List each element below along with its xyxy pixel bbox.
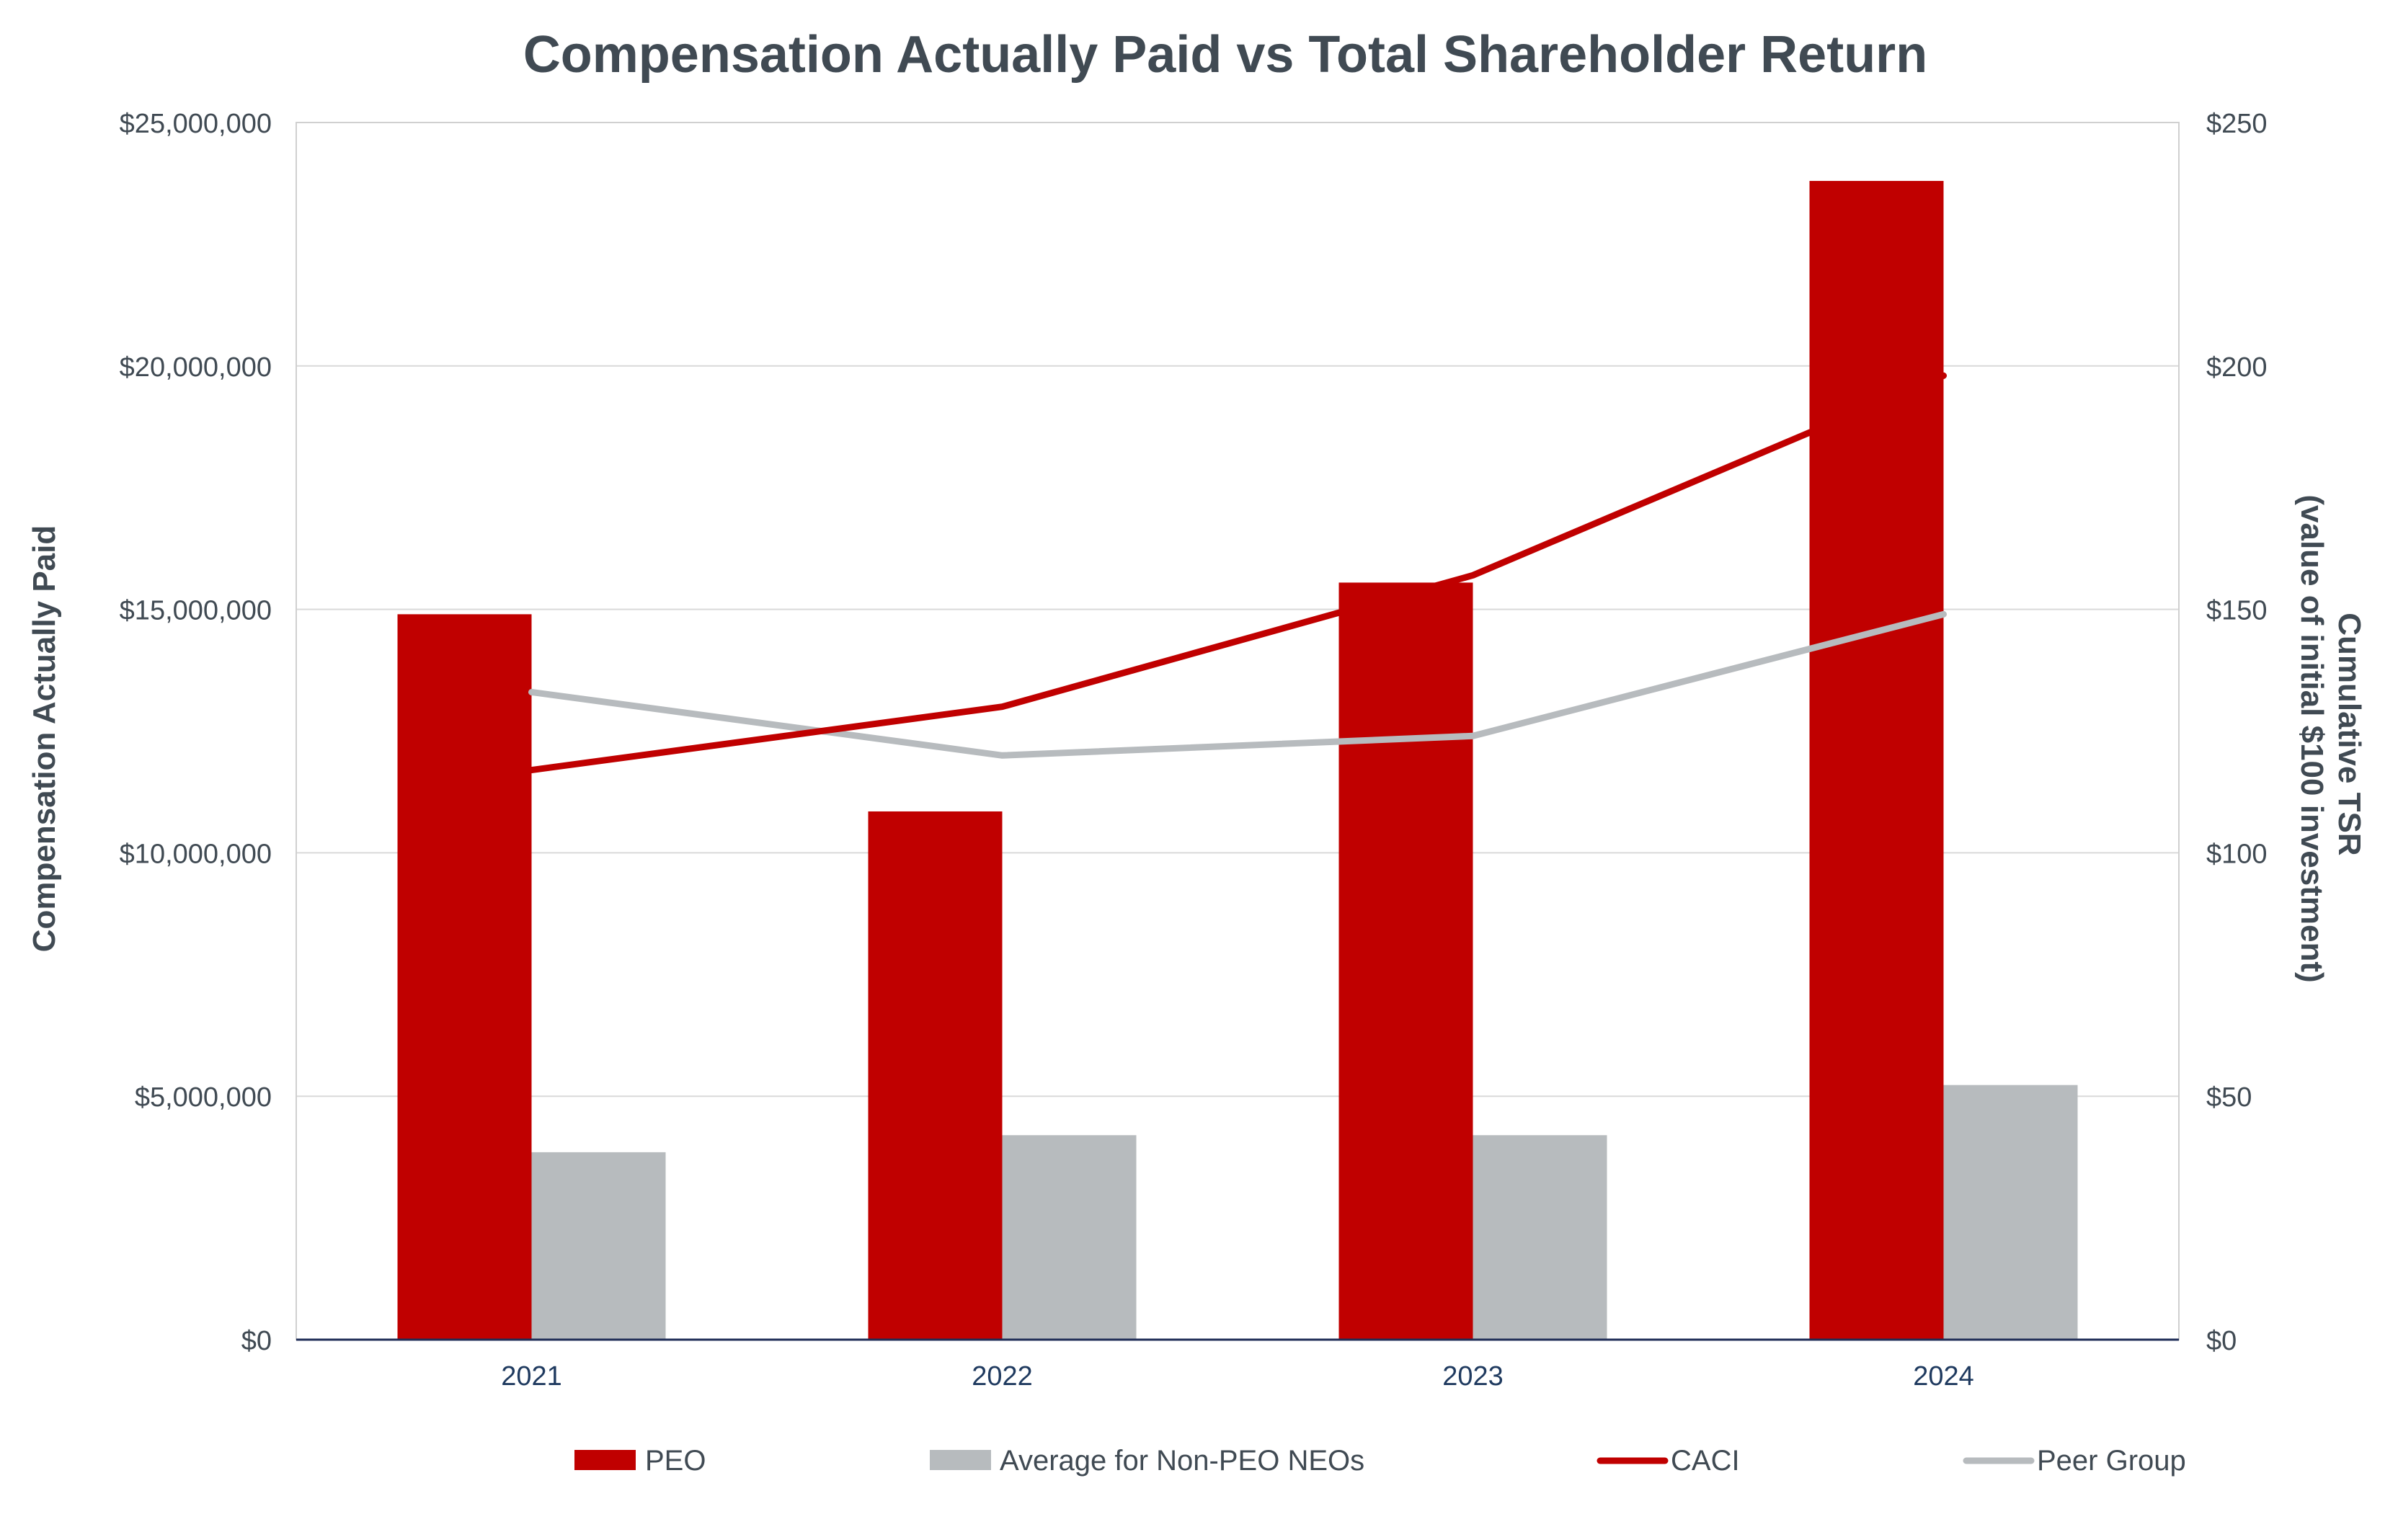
bar-peo-2023 (1338, 582, 1473, 1340)
y2-axis-ticks: $0 $50 $100 $150 $200 $250 (2206, 109, 2268, 1356)
bar-peo-2021 (397, 614, 532, 1340)
legend-swatch-non-peo (930, 1450, 991, 1470)
x-tick-label: 2024 (1913, 1361, 1974, 1392)
point-caci-2022 (999, 703, 1005, 710)
bar-average-for-non-peo-neos-2022 (1002, 1135, 1137, 1340)
y2-tick-label: $50 (2206, 1082, 2252, 1113)
x-tick-label: 2023 (1442, 1361, 1504, 1392)
chart-title: Compensation Actually Paid vs Total Shar… (523, 26, 1927, 84)
x-tick-label: 2021 (501, 1361, 562, 1392)
bar-average-for-non-peo-neos-2021 (531, 1152, 666, 1340)
point-peer-group-2022 (999, 752, 1005, 759)
bar-average-for-non-peo-neos-2024 (1943, 1085, 2078, 1340)
y2-tick-label: $250 (2206, 109, 2268, 139)
y-tick-label: $5,000,000 (135, 1082, 272, 1113)
line-caci (528, 372, 1947, 774)
y2-tick-label: $150 (2206, 596, 2268, 626)
y-tick-label: $15,000,000 (120, 596, 272, 626)
bar-peo-2022 (868, 811, 1003, 1340)
legend-label-peo: PEO (645, 1445, 706, 1477)
point-caci-2023 (1470, 572, 1476, 579)
y-tick-label: $25,000,000 (120, 109, 272, 139)
y-axis-ticks: $0 $5,000,000 $10,000,000 $15,000,000 $20,00… (120, 109, 272, 1356)
y2-axis-label-line-2: (value of initial $100 investment) (2294, 494, 2330, 982)
y2-tick-label: $100 (2206, 839, 2268, 869)
y2-tick-label: $0 (2206, 1326, 2237, 1356)
y2-axis-label-line-1: Cumulative TSR (2332, 613, 2367, 855)
legend-label-peer-group: Peer Group (2037, 1445, 2186, 1477)
point-peer-group-2024 (1940, 611, 1947, 618)
legend-swatch-peo (574, 1450, 636, 1470)
y-tick-label: $20,000,000 (120, 352, 272, 383)
bars (397, 181, 2078, 1340)
point-peer-group-2023 (1470, 733, 1476, 739)
y-tick-label: $10,000,000 (120, 839, 272, 869)
y2-axis-label: Cumulative TSR (value of initial $100 in… (2294, 494, 2367, 982)
y2-tick-label: $200 (2206, 352, 2268, 383)
x-axis-ticks: 2021 2022 2023 2024 (501, 1361, 1974, 1392)
series-lines (528, 372, 1947, 774)
point-caci-2024 (1940, 373, 1947, 379)
y-axis-label: Compensation Actually Paid (27, 525, 62, 952)
point-caci-2021 (528, 767, 535, 773)
legend: PEO Average for Non-PEO NEOs CACI Peer G… (574, 1445, 2186, 1477)
y-tick-label: $0 (241, 1326, 272, 1356)
x-tick-label: 2022 (972, 1361, 1033, 1392)
point-peer-group-2021 (528, 689, 535, 695)
bar-average-for-non-peo-neos-2023 (1473, 1135, 1607, 1340)
line-peer-group (528, 610, 1947, 759)
legend-label-caci: CACI (1671, 1445, 1740, 1477)
bar-peo-2024 (1809, 181, 1944, 1340)
legend-label-non-peo: Average for Non-PEO NEOs (1000, 1445, 1364, 1477)
